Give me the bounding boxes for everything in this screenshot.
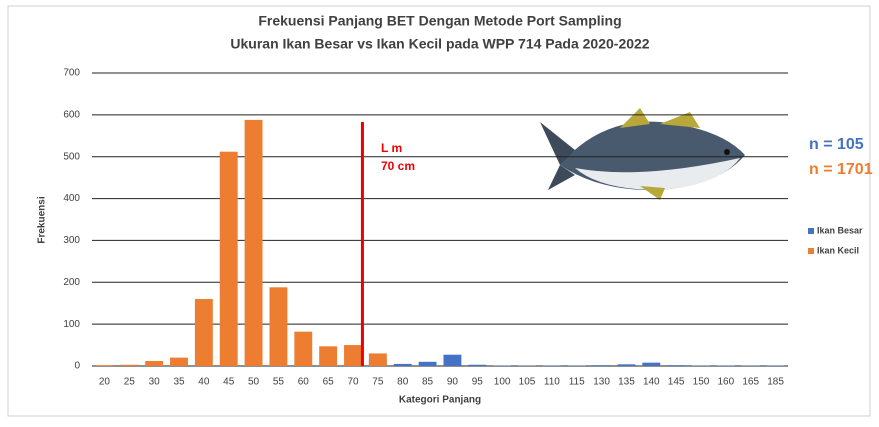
y-tick-label: 0: [74, 361, 80, 372]
x-tick-label: 35: [173, 377, 185, 388]
x-tick-label: 25: [124, 377, 136, 388]
x-tick-label: 130: [593, 377, 610, 388]
x-tick-label: 70: [347, 377, 359, 388]
x-tick-label: 100: [494, 377, 511, 388]
x-tick-label: 20: [99, 377, 111, 388]
n-kecil: n = 1701: [809, 161, 873, 178]
bar: [344, 345, 362, 366]
x-tick-label: 75: [372, 377, 384, 388]
x-tick-label: 160: [718, 377, 735, 388]
y-axis-label: Frekuensi: [37, 196, 48, 243]
n-besar: n = 105: [809, 136, 864, 153]
y-tick-label: 500: [63, 151, 80, 162]
bar: [443, 355, 461, 366]
x-tick-label: 115: [569, 377, 585, 388]
bar: [269, 287, 287, 366]
lm-label: L m: [381, 141, 402, 155]
y-tick-label: 600: [63, 109, 80, 120]
x-tick-label: 55: [273, 377, 285, 388]
legend-label: Ikan Kecil: [817, 245, 859, 255]
x-tick-label: 80: [397, 377, 409, 388]
x-tick-label: 105: [519, 377, 536, 388]
y-tick-label: 300: [63, 235, 80, 246]
bar: [294, 332, 312, 366]
x-tick-label: 140: [643, 377, 660, 388]
x-tick-label: 60: [298, 377, 310, 388]
bar: [95, 365, 113, 366]
legend-swatch: [808, 228, 814, 234]
x-tick-label: 30: [149, 377, 161, 388]
bar: [220, 152, 238, 366]
bar: [394, 364, 412, 366]
x-tick-label: 50: [248, 377, 260, 388]
y-tick-label: 400: [63, 193, 80, 204]
bar: [617, 364, 635, 366]
chart-title: Ukuran Ikan Besar vs Ikan Kecil pada WPP…: [230, 36, 649, 52]
x-tick-label: 65: [323, 377, 335, 388]
x-tick-label: 185: [767, 377, 784, 388]
y-tick-label: 200: [63, 277, 80, 288]
bar: [667, 365, 685, 366]
chart-border: [8, 6, 870, 416]
bar: [145, 361, 163, 366]
legend-swatch: [808, 248, 814, 254]
x-tick-label: 110: [544, 377, 560, 388]
x-tick-label: 150: [693, 377, 710, 388]
bar: [319, 346, 337, 366]
bar: [245, 120, 263, 366]
legend-label: Ikan Besar: [817, 225, 863, 235]
chart-title: Frekuensi Panjang BET Dengan Metode Port…: [258, 13, 621, 29]
x-axis-label: Kategori Panjang: [399, 395, 481, 406]
bar: [468, 365, 486, 366]
bar: [369, 353, 387, 366]
bar: [642, 363, 660, 366]
bar: [195, 299, 213, 366]
bar: [120, 365, 138, 366]
x-tick-label: 95: [472, 377, 484, 388]
x-tick-label: 135: [618, 377, 635, 388]
lm-value: 70 cm: [381, 159, 415, 173]
y-tick-label: 700: [63, 68, 80, 79]
y-tick-label: 100: [63, 319, 80, 330]
bar: [593, 365, 611, 366]
x-tick-label: 85: [422, 377, 434, 388]
x-tick-label: 45: [223, 377, 235, 388]
x-tick-label: 90: [447, 377, 459, 388]
bar: [419, 362, 437, 366]
bar: [170, 358, 188, 366]
x-tick-label: 145: [668, 377, 685, 388]
x-tick-label: 165: [742, 377, 759, 388]
x-tick-label: 40: [198, 377, 210, 388]
